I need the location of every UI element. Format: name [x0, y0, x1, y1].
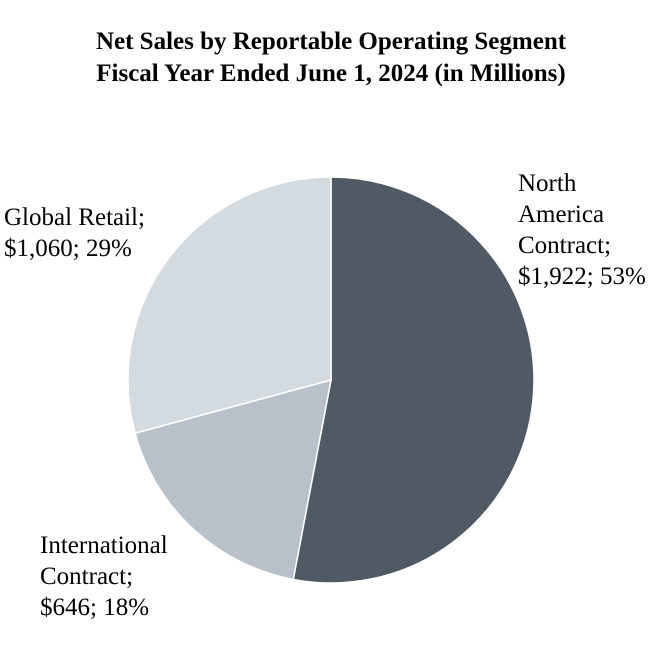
slice-label-line: North — [518, 170, 577, 197]
slice-label-line: $1,922; 53% — [518, 263, 646, 290]
pie-slice-international-contract — [134, 378, 332, 581]
slice-label-north-america-contract: North America Contract; $1,922; 53% — [518, 168, 646, 292]
slice-label-line: International — [40, 532, 168, 559]
slice-label-international-contract: International Contract; $646; 18% — [40, 530, 168, 623]
slice-label-line: America — [518, 201, 605, 228]
chart-title-line-1: Net Sales by Reportable Operating Segmen… — [95, 28, 567, 55]
pie-slice-global-retail — [127, 176, 332, 435]
chart-title-line-2: Fiscal Year Ended June 1, 2024 (in Milli… — [96, 60, 566, 87]
slice-label-line: Contract; — [40, 563, 134, 590]
slice-label-line: $646; 18% — [40, 594, 150, 621]
pie-slice-north-america-contract — [292, 176, 535, 584]
slice-label-global-retail: Global Retail; $1,060; 29% — [4, 202, 145, 264]
pie-slices — [127, 176, 535, 584]
slice-label-line: $1,060; 29% — [4, 235, 132, 262]
slice-label-line: Global Retail; — [4, 204, 145, 231]
chart-title: Net Sales by Reportable Operating Segmen… — [0, 26, 662, 90]
slice-label-line: Contract; — [518, 232, 612, 259]
